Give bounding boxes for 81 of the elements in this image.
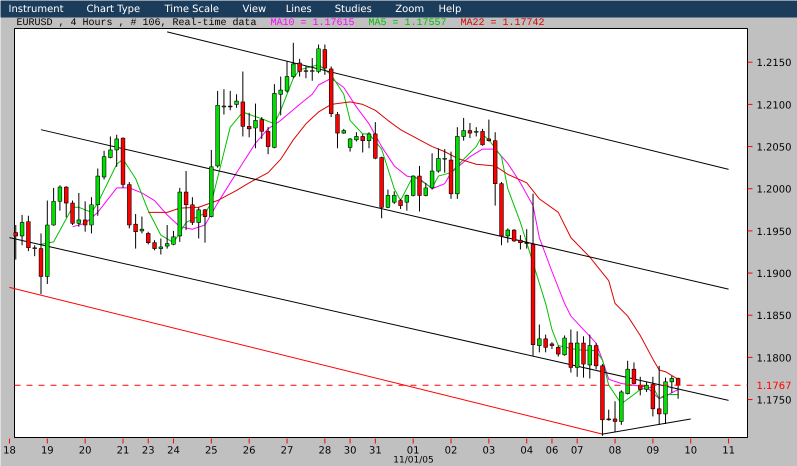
text: Studies: [334, 4, 372, 15]
x-tick-label: 06: [546, 446, 558, 456]
y-tick-label: 1.1900: [756, 269, 792, 280]
x-tick-label: 07: [570, 446, 584, 456]
x-tick-label: 02: [444, 446, 458, 456]
candlestick: [196, 206, 201, 239]
candlestick: [606, 409, 611, 422]
candlestick: [556, 345, 560, 358]
text: Instrument: [8, 4, 64, 15]
candlestick: [392, 190, 396, 204]
y-tick-label: 1.2050: [756, 142, 792, 154]
text: Zoom: [395, 4, 424, 15]
candlestick: [506, 228, 510, 244]
x-tick-label: 23: [142, 446, 155, 456]
x-tick-label: 30: [344, 446, 356, 456]
candlestick: [410, 174, 416, 197]
candlestick: [58, 184, 62, 212]
candlestick: [202, 208, 208, 244]
x-tick-label: 28: [318, 446, 332, 456]
x-tick-label: 18: [3, 446, 16, 456]
y-tick-label: 1.2000: [756, 184, 792, 196]
candlestick: [581, 336, 586, 378]
candlestick: [260, 116, 264, 140]
chart-title: EURUSD , 4 Hours , # 106, Real-time data: [16, 17, 257, 29]
candlestick: [291, 42, 296, 79]
candlestick: [228, 90, 232, 111]
candlestick: [430, 152, 434, 190]
y-tick-label: 1.1850: [756, 311, 792, 322]
x-tick-label: 24: [167, 446, 180, 456]
candlestick: [64, 186, 68, 218]
candlestick: [670, 375, 674, 394]
candlestick: [114, 134, 119, 168]
text: MA10 = 1.17615: [270, 18, 355, 29]
candlestick: [424, 182, 428, 197]
x-tick-label: 31: [368, 446, 382, 456]
candlestick: [442, 148, 447, 174]
text: MA5 = 1.17557: [368, 18, 447, 29]
x-tick-label: 03: [482, 446, 496, 456]
x-tick-label: 10: [684, 446, 698, 456]
y-tick-label: 1.1800: [756, 353, 792, 364]
x-tick-label: 04: [520, 446, 534, 456]
candlestick: [366, 132, 372, 149]
text: Lines: [286, 4, 312, 15]
x-tick-label: 26: [242, 446, 256, 456]
candlestick: [360, 133, 365, 153]
x-tick-label: 20: [78, 446, 92, 456]
candlestick: [146, 231, 150, 245]
x-tick-label: 19: [40, 446, 54, 456]
candlestick: [310, 58, 314, 82]
x-tick-label: 25: [204, 446, 218, 456]
x-tick-label: 08: [608, 446, 622, 456]
candlestick: [278, 76, 283, 116]
candlestick: [246, 112, 252, 138]
candlestick: [253, 103, 258, 149]
candlestick: [51, 187, 56, 226]
candlestick: [594, 342, 598, 370]
x-tick-label: 01: [406, 446, 420, 456]
candlestick: [335, 111, 340, 149]
candlestick: [436, 148, 441, 174]
text: Help: [438, 4, 462, 15]
text: Chart Type: [86, 4, 140, 15]
candlestick: [32, 244, 37, 257]
text: Time Scale: [164, 4, 220, 15]
candlestick: [588, 334, 592, 379]
text: MA22 = 1.17742: [460, 18, 545, 29]
text: 11/01/05: [393, 456, 434, 466]
candlestick: [537, 324, 542, 353]
candlestick: [524, 228, 529, 250]
candlestick: [284, 60, 290, 94]
y-tick-label: 1.2150: [756, 58, 792, 70]
y-tick-label: 1.2100: [756, 100, 792, 112]
x-tick-label: 21: [116, 446, 130, 456]
ref-line-label: 1.1767: [756, 381, 792, 392]
y-tick-label: 1.1950: [756, 226, 792, 238]
y-tick-label: 1.1750: [756, 396, 792, 407]
x-tick-label: 27: [280, 446, 294, 456]
x-tick-label: 11: [722, 446, 735, 456]
text: View: [242, 4, 266, 15]
candlestick: [417, 165, 422, 212]
candlestick: [474, 126, 478, 137]
x-tick-label: 09: [646, 446, 660, 456]
